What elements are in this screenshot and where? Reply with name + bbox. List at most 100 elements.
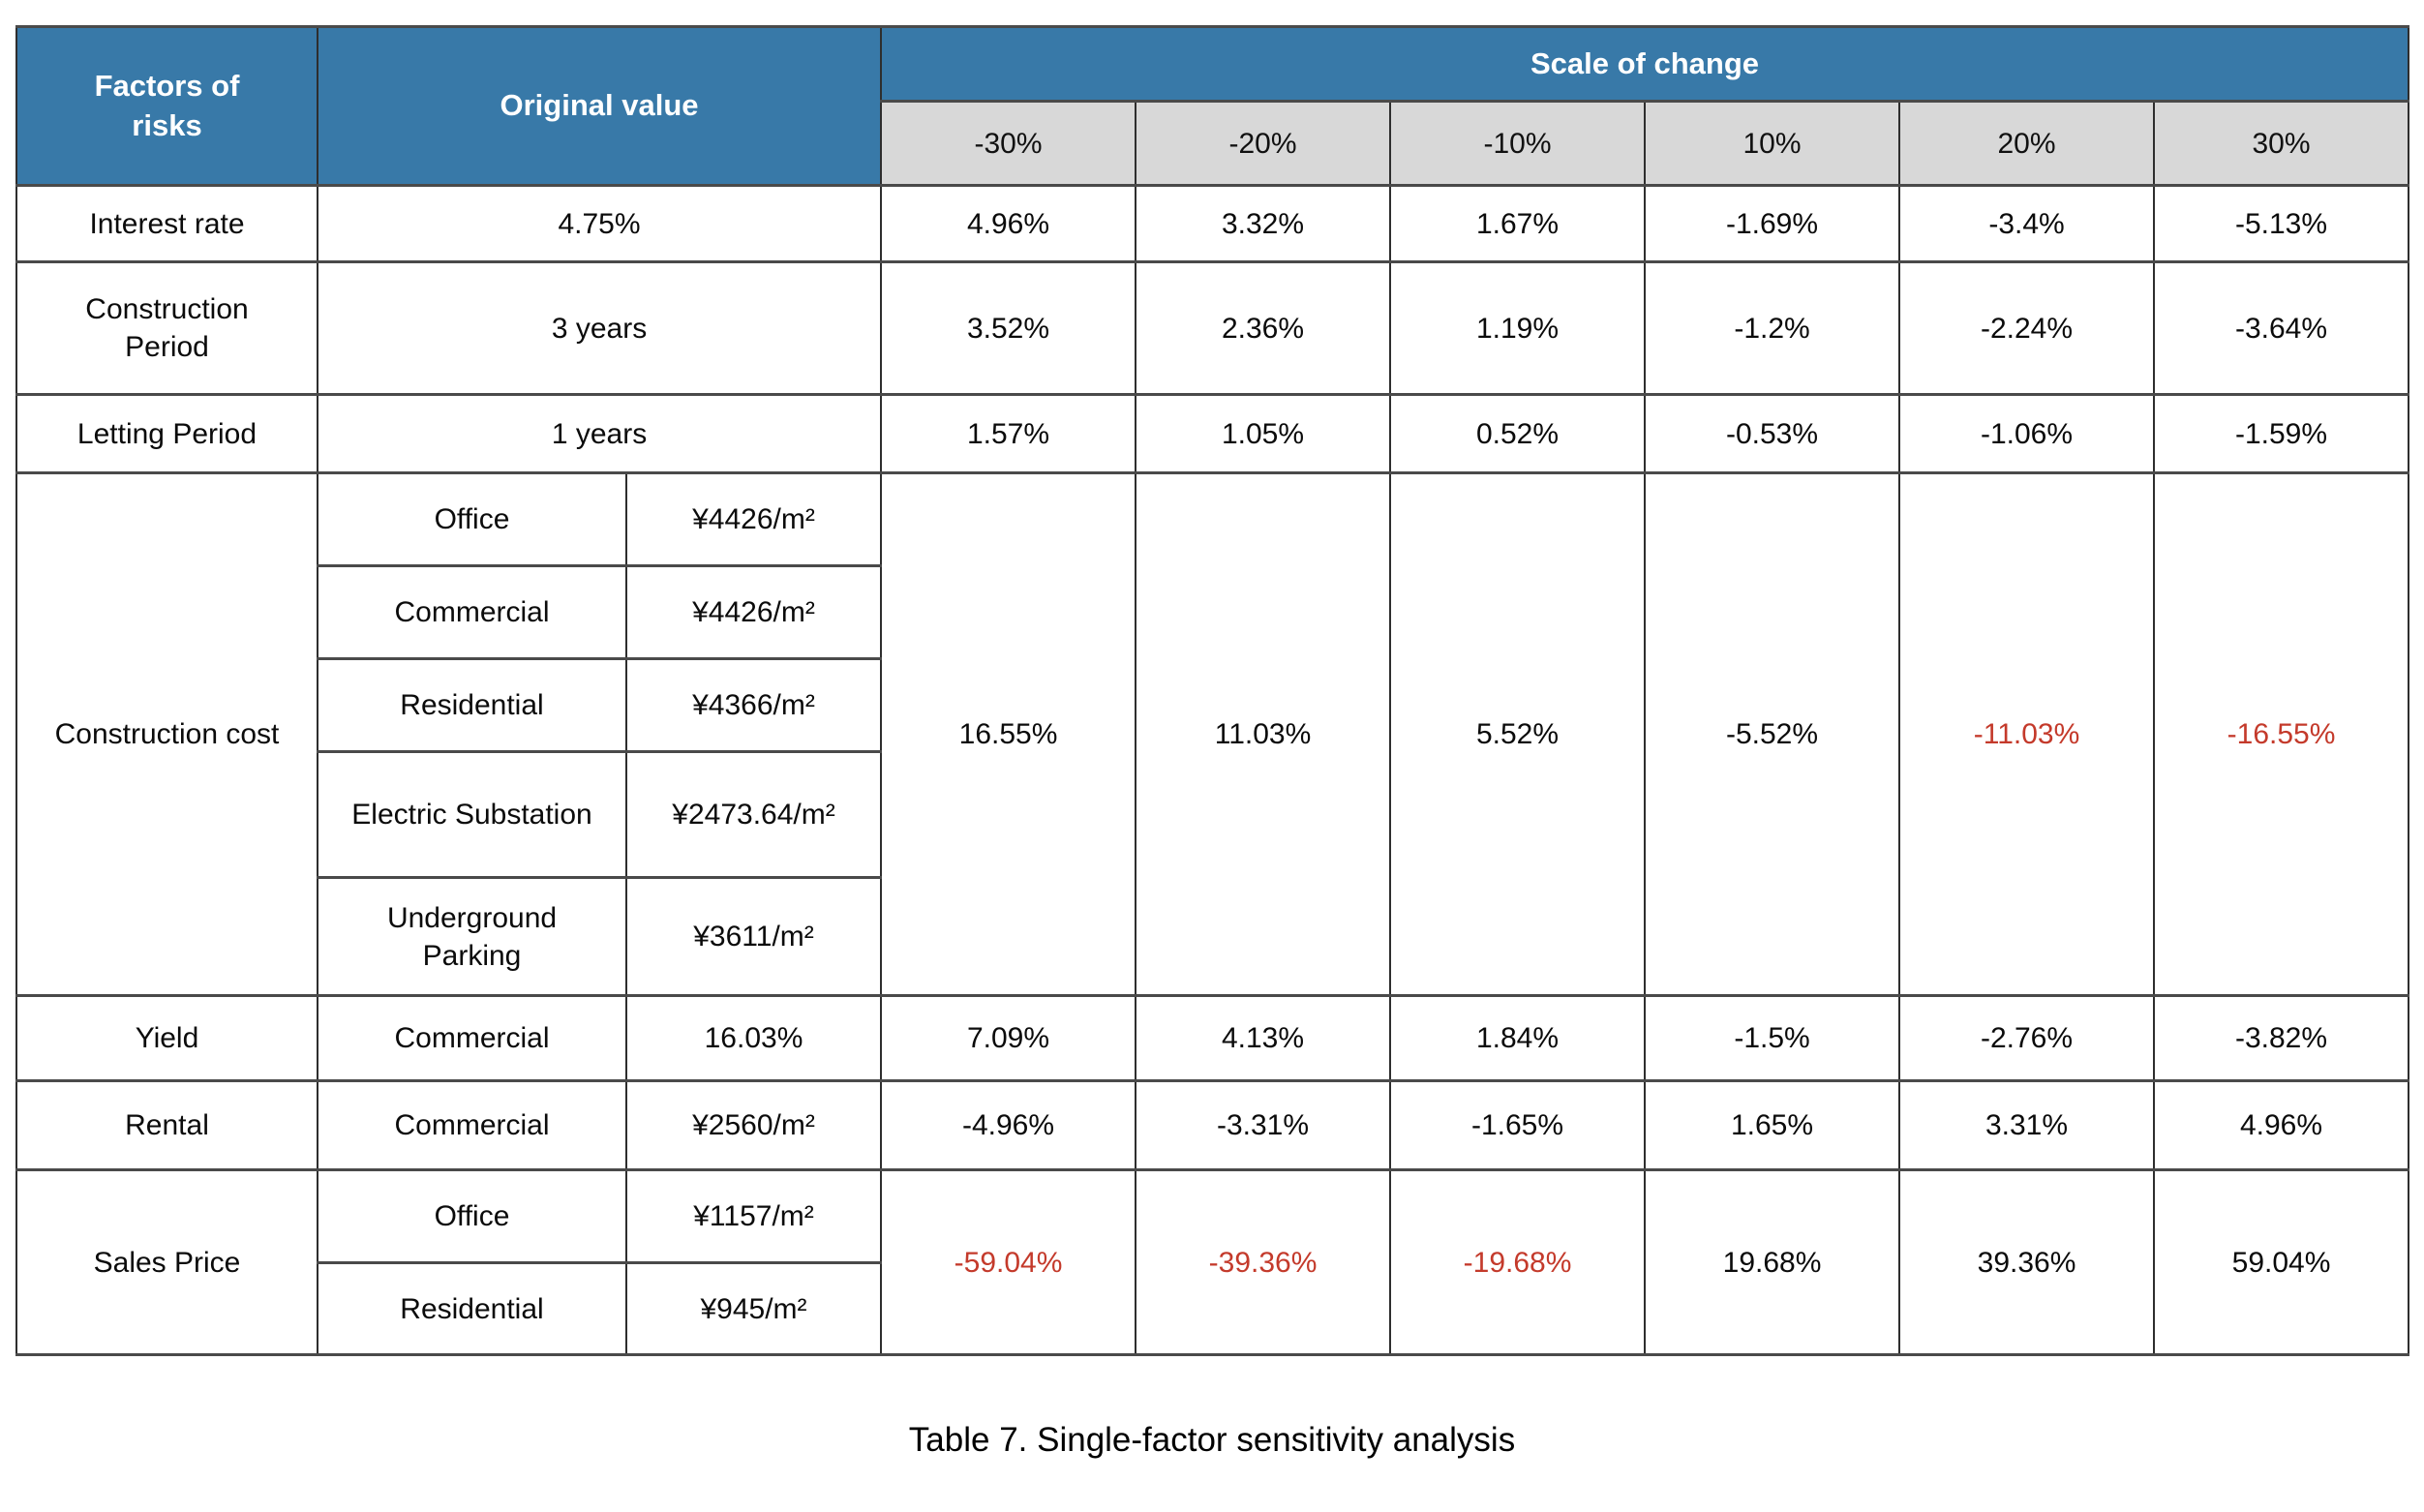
original-item-name: Commercial: [317, 994, 627, 1082]
original-item-value: ¥3611/m²: [624, 876, 883, 997]
scale-value: 0.52%: [1389, 393, 1647, 474]
row-sales-price-residential: Residential ¥945/m²: [16, 1261, 2409, 1356]
row-construction-cost-residential: Residential ¥4366/m²: [16, 657, 2409, 753]
scale-value: 1.57%: [880, 393, 1137, 474]
original-value: 3 years: [316, 260, 883, 396]
table-caption: Table 7. Single-factor sensitivity analy…: [908, 1421, 1516, 1459]
scale-value-negative: -59.04%: [880, 1168, 1137, 1356]
original-item-value: ¥2473.64/m²: [624, 750, 883, 879]
factor-label: Yield: [15, 994, 318, 1082]
factor-label: Construction cost: [15, 471, 318, 997]
header-factors-label: Factors of risks: [94, 69, 240, 142]
factor-label-text: Construction cost: [54, 718, 280, 750]
scale-value: -1.5%: [1644, 994, 1901, 1082]
scale-value: 19.68%: [1644, 1168, 1901, 1356]
original-item-value: ¥4426/m²: [624, 564, 883, 660]
scale-value: 3.52%: [880, 260, 1137, 396]
scale-value: -0.53%: [1644, 393, 1901, 474]
original-item-name: Office: [317, 471, 627, 567]
scale-value: 16.55%: [880, 471, 1137, 997]
original-item-name: Underground Parking: [317, 876, 627, 997]
header-row-2: -30% -20% -10% 10% 20% 30%: [16, 100, 2410, 187]
factor-label: Rental: [15, 1079, 318, 1171]
scale-value: -5.13%: [2153, 184, 2410, 263]
scale-value-negative: -11.03%: [1898, 471, 2156, 997]
scale-value: 5.52%: [1389, 471, 1647, 997]
row-construction-cost-underground-parking: Underground Parking ¥3611/m²: [16, 876, 2409, 997]
header-scale-of-change: Scale of change: [880, 25, 2410, 103]
original-item-value: ¥4426/m²: [624, 471, 883, 567]
scale-value: -2.76%: [1898, 994, 2156, 1082]
scale-value: -1.06%: [1898, 393, 2156, 474]
original-item-value: ¥2560/m²: [624, 1079, 883, 1171]
original-value: 1 years: [316, 393, 883, 474]
original-item-name: Office: [317, 1168, 627, 1264]
row-rental: Rental Commercial ¥2560/m² -4.96% -3.31%…: [15, 1079, 2410, 1171]
scale-value: 3.32%: [1135, 184, 1392, 263]
scale-value: -4.96%: [880, 1079, 1137, 1171]
original-item-name: Commercial: [317, 1079, 627, 1171]
row-construction-cost-commercial: Commercial ¥4426/m²: [16, 564, 2409, 660]
original-item-value: 16.03%: [624, 994, 883, 1082]
factor-label: Construction Period: [15, 260, 318, 396]
scale-value: 4.96%: [880, 184, 1137, 263]
factor-label: Sales Price: [15, 1168, 318, 1356]
scale-value-negative: -19.68%: [1389, 1168, 1647, 1356]
scale-value: 1.84%: [1389, 994, 1647, 1082]
scale-col-minus30: -30%: [880, 100, 1137, 187]
scale-value-negative: -16.55%: [2153, 471, 2410, 997]
scale-value: -1.65%: [1389, 1079, 1647, 1171]
scale-col-plus20: 20%: [1898, 100, 2156, 187]
row-construction-period: Construction Period 3 years 3.52% 2.36% …: [15, 260, 2410, 396]
scale-value: 1.65%: [1644, 1079, 1901, 1171]
scale-col-plus10: 10%: [1644, 100, 1901, 187]
scale-value: -3.31%: [1135, 1079, 1392, 1171]
scale-value: 4.96%: [2153, 1079, 2410, 1171]
scale-value: 1.05%: [1135, 393, 1392, 474]
scale-col-minus20: -20%: [1135, 100, 1392, 187]
sensitivity-table: Factors of risks Original value Scale of…: [15, 25, 2410, 1356]
scale-value: -2.24%: [1898, 260, 2156, 396]
scale-col-minus10: -10%: [1389, 100, 1647, 187]
original-item-name: Residential: [317, 657, 627, 753]
original-item-name-text: Underground Parking: [386, 901, 558, 972]
original-item-name-text: Electric Substation: [351, 799, 592, 831]
row-sales-price-office: Sales Price Office ¥1157/m² -59.04% -39.…: [15, 1168, 2410, 1356]
header-row-1: Factors of risks Original value Scale of…: [15, 25, 2410, 187]
header-original-value: Original value: [316, 25, 883, 187]
scale-value: -3.82%: [2153, 994, 2410, 1082]
scale-value: 3.31%: [1898, 1079, 2156, 1171]
factor-label: Interest rate: [15, 184, 318, 263]
row-letting-period: Letting Period 1 years 1.57% 1.05% 0.52%…: [15, 393, 2410, 474]
scale-value: 59.04%: [2153, 1168, 2410, 1356]
original-item-name: Electric Substation: [317, 750, 627, 879]
scale-value: 1.67%: [1389, 184, 1647, 263]
original-item-name: Residential: [317, 1261, 627, 1356]
scale-value: 2.36%: [1135, 260, 1392, 396]
scale-value: 1.19%: [1389, 260, 1647, 396]
scale-value: -1.59%: [2153, 393, 2410, 474]
factor-label: Letting Period: [15, 393, 318, 474]
header-factors-of-risks: Factors of risks: [15, 25, 318, 187]
scale-value: -5.52%: [1644, 471, 1901, 997]
scale-value: 11.03%: [1135, 471, 1392, 997]
original-item-value: ¥945/m²: [624, 1261, 883, 1356]
scale-value: -3.4%: [1898, 184, 2156, 263]
original-item-value: ¥1157/m²: [624, 1168, 883, 1264]
row-interest-rate: Interest rate 4.75% 4.96% 3.32% 1.67% -1…: [15, 184, 2410, 263]
scale-value: -1.2%: [1644, 260, 1901, 396]
scale-value: -3.64%: [2153, 260, 2410, 396]
scale-value: 39.36%: [1898, 1168, 2156, 1356]
scale-value: 7.09%: [880, 994, 1137, 1082]
scale-col-plus30: 30%: [2153, 100, 2410, 187]
row-construction-cost-electric-substation: Electric Substation ¥2473.64/m²: [16, 750, 2409, 879]
row-yield: Yield Commercial 16.03% 7.09% 4.13% 1.84…: [15, 994, 2410, 1082]
original-item-name: Commercial: [317, 564, 627, 660]
scale-value: 4.13%: [1135, 994, 1392, 1082]
scale-value-negative: -39.36%: [1135, 1168, 1392, 1356]
scale-value: -1.69%: [1644, 184, 1901, 263]
original-value: 4.75%: [316, 184, 883, 263]
original-item-value: ¥4366/m²: [624, 657, 883, 753]
row-construction-cost-office: Construction cost Office ¥4426/m² 16.55%…: [15, 471, 2410, 997]
